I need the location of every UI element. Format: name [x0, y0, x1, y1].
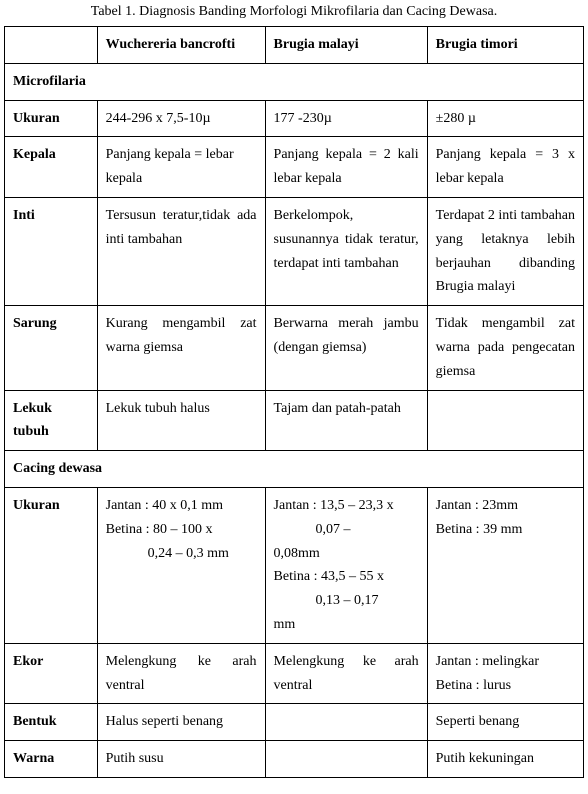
cell-bt: Putih kekuningan: [427, 741, 583, 778]
header-blank: [5, 27, 98, 64]
header-bt: Brugia timori: [427, 27, 583, 64]
row-bentuk: Bentuk Halus seperti benang Seperti bena…: [5, 704, 584, 741]
row-sarung: Sarung Kurang mengambil zat warna giemsa…: [5, 306, 584, 390]
header-row: Wuchereria bancrofti Brugia malayi Brugi…: [5, 27, 584, 64]
section-label: Cacing dewasa: [5, 451, 584, 488]
cell-bm: Melengkung ke arah ventral: [265, 643, 427, 704]
line: 0,13 – 0,17: [274, 589, 419, 613]
cell-bt: Jantan : melingkar Betina : lurus: [427, 643, 583, 704]
row-warna: Warna Putih susu Putih kekuningan: [5, 741, 584, 778]
cell-wb: Jantan : 40 x 0,1 mm Betina : 80 – 100 x…: [97, 487, 265, 643]
line: 0,08mm: [274, 546, 320, 561]
cell-bm: Berkelompok, susunannya tidak teratur, t…: [265, 197, 427, 305]
cell-label: Lekuk tubuh: [5, 390, 98, 451]
cell-wb: Lekuk tubuh halus: [97, 390, 265, 451]
row-ekor: Ekor Melengkung ke arah ventral Melengku…: [5, 643, 584, 704]
cell-bt: [427, 390, 583, 451]
cell-bt: Terdapat 2 inti tambahan yang letaknya l…: [427, 197, 583, 305]
cell-label: Warna: [5, 741, 98, 778]
line: 0,24 – 0,3 mm: [106, 542, 257, 566]
line: mm: [274, 617, 296, 632]
row-kepala: Kepala Panjang kepala = lebar kepala Pan…: [5, 137, 584, 198]
line: Jantan : melingkar: [436, 654, 539, 669]
cell-bm: 177 -230µ: [265, 100, 427, 137]
line: 0,07 –: [274, 518, 419, 542]
row-ukuran2: Ukuran Jantan : 40 x 0,1 mm Betina : 80 …: [5, 487, 584, 643]
cell-bt: Jantan : 23mm Betina : 39 mm: [427, 487, 583, 643]
cell-label: Ekor: [5, 643, 98, 704]
row-inti: Inti Tersusun teratur,tidak ada inti tam…: [5, 197, 584, 305]
cell-bt: Seperti benang: [427, 704, 583, 741]
line: Betina : 43,5 – 55 x: [274, 569, 384, 584]
header-bm: Brugia malayi: [265, 27, 427, 64]
line: Jantan : 40 x 0,1 mm: [106, 498, 223, 513]
cell-bm: Panjang kepala = 2 kali lebar kepala: [265, 137, 427, 198]
section-label: Microfilaria: [5, 63, 584, 100]
cell-wb: Panjang kepala = lebar kepala: [97, 137, 265, 198]
section-cacing-dewasa: Cacing dewasa: [5, 451, 584, 488]
line: Betina : lurus: [436, 678, 511, 693]
cell-bt: Panjang kepala = 3 x lebar kepala: [427, 137, 583, 198]
line: Betina : 80 – 100 x: [106, 522, 213, 537]
comparison-table: Wuchereria bancrofti Brugia malayi Brugi…: [4, 26, 584, 778]
table-caption: Tabel 1. Diagnosis Banding Morfologi Mik…: [4, 4, 584, 20]
cell-bt: Tidak mengambil zat warna pada pengecata…: [427, 306, 583, 390]
cell-wb: 244-296 x 7,5-10µ: [97, 100, 265, 137]
cell-bm: Tajam dan patah-patah: [265, 390, 427, 451]
cell-wb: Putih susu: [97, 741, 265, 778]
section-microfilaria: Microfilaria: [5, 63, 584, 100]
cell-label: Ukuran: [5, 100, 98, 137]
cell-wb: Melengkung ke arah ventral: [97, 643, 265, 704]
row-lekuk: Lekuk tubuh Lekuk tubuh halus Tajam dan …: [5, 390, 584, 451]
row-ukuran1: Ukuran 244-296 x 7,5-10µ 177 -230µ ±280 …: [5, 100, 584, 137]
cell-bm: Berwarna merah jambu (dengan giemsa): [265, 306, 427, 390]
cell-label: Inti: [5, 197, 98, 305]
cell-label: Sarung: [5, 306, 98, 390]
header-wb: Wuchereria bancrofti: [97, 27, 265, 64]
cell-label: Kepala: [5, 137, 98, 198]
cell-wb: Halus seperti benang: [97, 704, 265, 741]
cell-label: Bentuk: [5, 704, 98, 741]
line: Betina : 39 mm: [436, 522, 523, 537]
line: Jantan : 23mm: [436, 498, 518, 513]
cell-bm: [265, 741, 427, 778]
cell-label: Ukuran: [5, 487, 98, 643]
cell-wb: Tersusun teratur,tidak ada inti tambahan: [97, 197, 265, 305]
cell-wb: Kurang mengambil zat warna giemsa: [97, 306, 265, 390]
cell-bm: Jantan : 13,5 – 23,3 x 0,07 – 0,08mm Bet…: [265, 487, 427, 643]
line: Jantan : 13,5 – 23,3 x: [274, 498, 394, 513]
cell-bm: [265, 704, 427, 741]
cell-bt: ±280 µ: [427, 100, 583, 137]
